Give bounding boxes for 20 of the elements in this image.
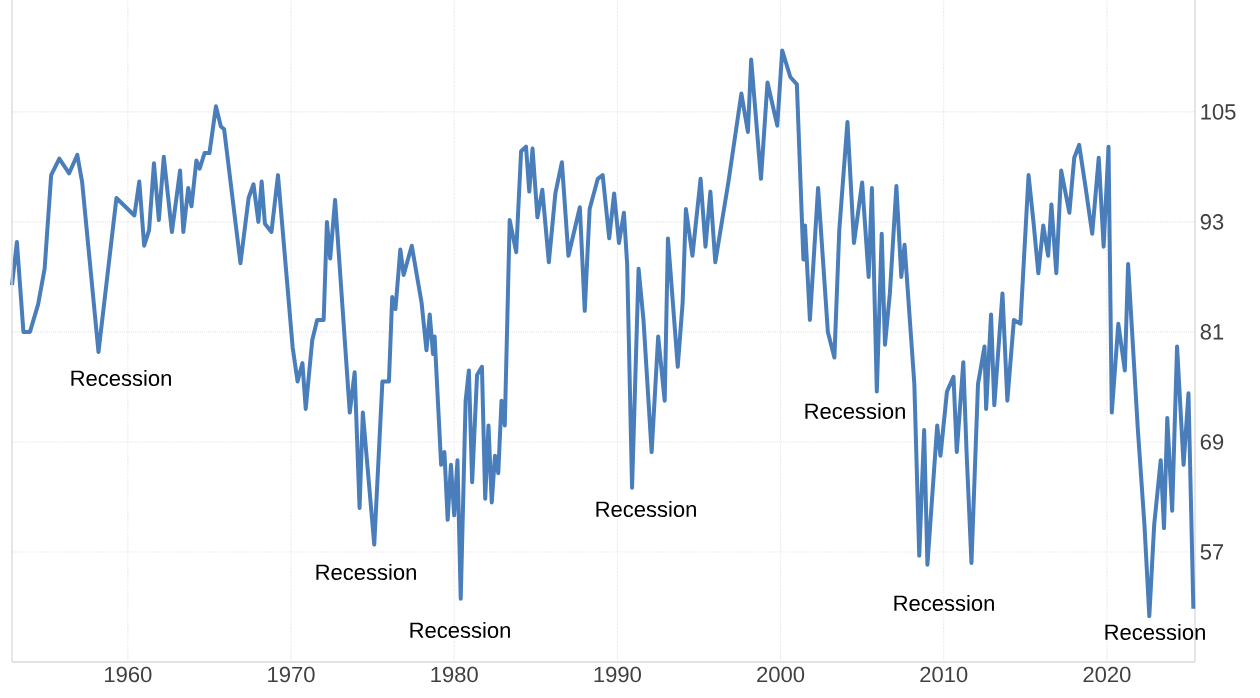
x-tick-label: 2020 xyxy=(1083,666,1131,683)
line-series xyxy=(10,48,1196,619)
x-tick-label: 1970 xyxy=(268,666,315,683)
y-tick-label: 105 xyxy=(1201,104,1236,120)
annotation: Recession xyxy=(410,621,510,639)
y-tick-label: 93 xyxy=(1200,214,1224,230)
y-tick-label: 69 xyxy=(1200,434,1224,450)
x-tick-label: 1980 xyxy=(431,666,478,683)
annotation: Recession xyxy=(596,500,696,518)
annotation: Recession xyxy=(894,594,994,612)
y-tick-label: 57 xyxy=(1200,544,1224,560)
annotation: Recession xyxy=(1105,623,1205,641)
x-tick-label: 1990 xyxy=(594,666,641,683)
annotation: Recession xyxy=(316,563,416,581)
y-tick-label: 81 xyxy=(1200,324,1224,340)
annotation: Recession xyxy=(71,369,171,387)
annotation: Recession xyxy=(805,402,905,420)
x-tick-label: 1960 xyxy=(105,666,152,683)
x-tick-label: 2000 xyxy=(757,666,805,683)
x-tick-label: 2010 xyxy=(920,666,968,683)
